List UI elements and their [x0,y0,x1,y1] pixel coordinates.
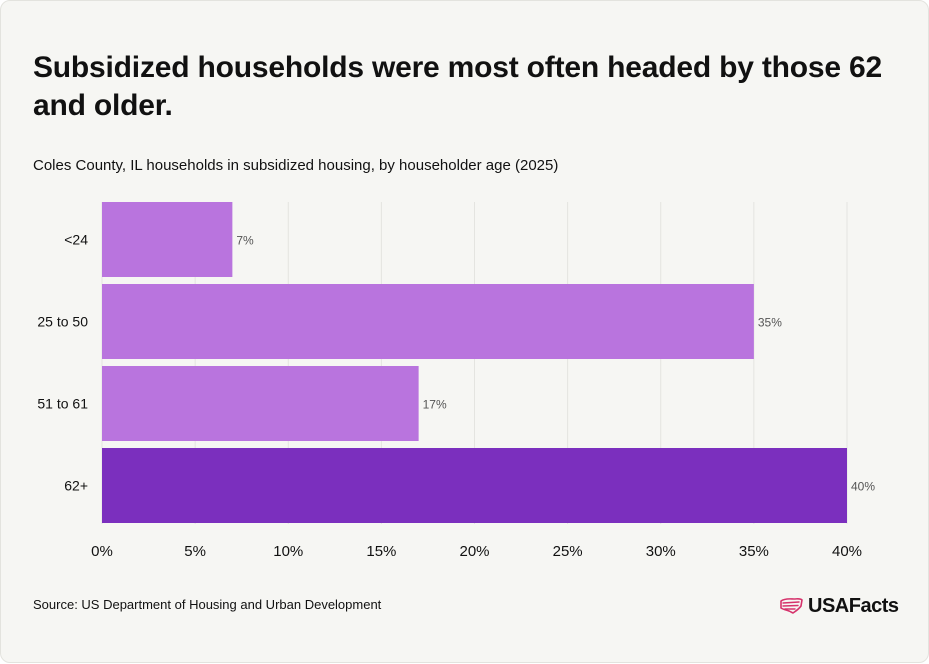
category-label: 62+ [64,478,88,494]
x-tick-label: 20% [459,543,489,560]
category-label: 51 to 61 [37,396,88,412]
data-label: 40% [851,480,875,494]
us-flag-map-icon [780,597,803,614]
data-label: 7% [236,234,254,248]
logo-text: USAFacts [808,594,899,617]
bar[interactable] [102,366,419,441]
bar[interactable] [102,202,233,277]
x-tick-label: 0% [91,543,113,560]
x-tick-label: 30% [646,543,676,560]
chart-title: Subsidized households were most often he… [33,51,882,122]
data-label: 17% [423,398,447,412]
data-label: 35% [758,316,782,330]
bar[interactable] [102,284,754,359]
category-label: 25 to 50 [37,314,88,330]
category-label: <24 [64,232,88,248]
x-tick-label: 10% [273,543,303,560]
x-tick-label: 5% [184,543,206,560]
x-tick-label: 40% [832,543,862,560]
bar[interactable] [102,448,847,523]
source-note: Source: US Department of Housing and Urb… [33,597,382,612]
x-tick-label: 25% [553,543,583,560]
chart-subtitle: Coles County, IL households in subsidize… [33,157,559,174]
x-tick-label: 15% [366,543,396,560]
x-tick-label: 35% [739,543,769,560]
usafacts-logo[interactable]: USAFacts [779,593,899,619]
